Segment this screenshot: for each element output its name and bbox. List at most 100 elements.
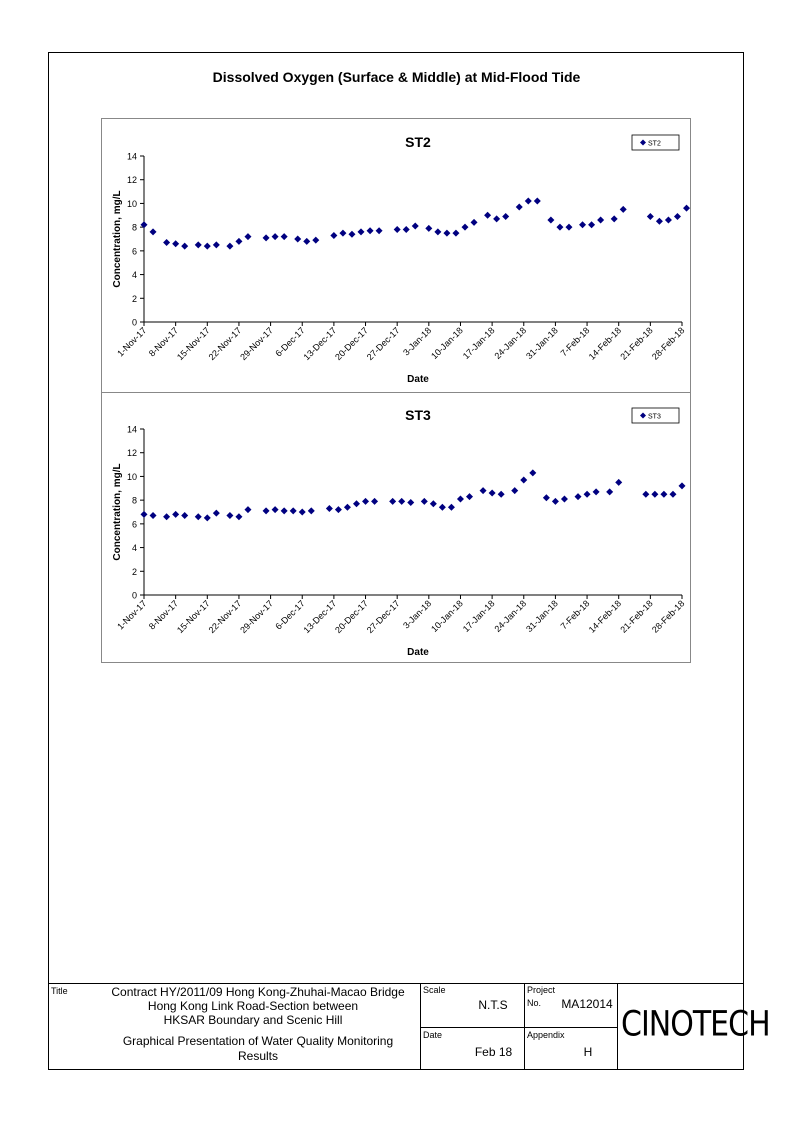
y-tick-label: 6: [132, 246, 137, 256]
data-point: [226, 512, 234, 520]
data-point: [466, 493, 474, 501]
data-point: [244, 233, 252, 241]
data-point: [140, 510, 148, 518]
x-tick-label: 21-Feb-18: [618, 598, 654, 634]
data-point: [642, 490, 650, 498]
data-point: [181, 242, 189, 250]
x-tick-label: 17-Jan-18: [461, 325, 497, 361]
x-axis-label: Date: [407, 647, 429, 658]
contract-title-line: HKSAR Boundary and Scenic Hill: [163, 1013, 343, 1027]
x-tick-label: 14-Feb-18: [587, 598, 623, 634]
data-point: [488, 489, 496, 497]
x-tick-label: 28-Feb-18: [650, 598, 686, 634]
y-tick-label: 0: [132, 591, 137, 601]
data-point: [502, 212, 510, 220]
data-point: [303, 237, 311, 245]
data-point: [339, 229, 347, 237]
chart-title: ST3: [405, 407, 431, 423]
data-point: [461, 223, 469, 231]
scale-label: Scale: [423, 985, 446, 995]
data-point: [524, 197, 532, 205]
x-tick-label: 13-Dec-17: [302, 598, 339, 635]
data-point: [294, 235, 302, 243]
title-block-frame: [48, 983, 744, 1070]
y-tick-label: 14: [127, 425, 137, 435]
date-value: Feb 18: [474, 1045, 513, 1059]
x-tick-label: 7-Feb-18: [559, 598, 592, 631]
data-point: [438, 503, 446, 511]
data-point: [280, 233, 288, 241]
y-tick-label: 8: [132, 496, 137, 506]
x-tick-label: 15-Nov-17: [175, 325, 212, 362]
data-point: [434, 228, 442, 236]
data-point: [348, 230, 356, 238]
data-point: [610, 215, 618, 223]
data-point: [497, 490, 505, 498]
x-tick-label: 3-Jan-18: [401, 598, 433, 630]
data-point: [149, 228, 157, 236]
title-label: Title: [51, 986, 68, 996]
y-axis-label: Concentration, mg/L: [112, 463, 123, 560]
legend-marker: [640, 139, 646, 146]
data-point: [664, 216, 672, 224]
y-tick-label: 14: [127, 152, 137, 162]
data-point: [588, 221, 596, 229]
data-point: [262, 234, 270, 242]
data-point: [420, 497, 428, 505]
drawing-title-line: Graphical Presentation of Water Quality …: [122, 1034, 394, 1048]
x-tick-label: 24-Jan-18: [492, 325, 528, 361]
data-point: [574, 493, 582, 501]
chart-title: ST2: [405, 134, 431, 150]
data-point: [398, 497, 406, 505]
data-point: [203, 242, 211, 250]
data-point: [683, 204, 691, 212]
data-point: [226, 242, 234, 250]
x-tick-label: 3-Jan-18: [401, 325, 433, 357]
x-tick-label: 28-Feb-18: [650, 325, 686, 361]
data-point: [592, 488, 600, 496]
x-tick-label: 14-Feb-18: [587, 325, 623, 361]
data-point: [515, 203, 523, 211]
scale-value: N.T.S: [478, 998, 508, 1012]
charts-svg: ST2024681012141-Nov-178-Nov-1715-Nov-172…: [112, 134, 691, 658]
data-point: [375, 227, 383, 235]
data-point: [456, 495, 464, 503]
data-point: [334, 506, 342, 514]
title-block-divider: [617, 983, 618, 1070]
drawing-title-line: Results: [237, 1049, 278, 1063]
data-point: [371, 497, 379, 505]
data-point: [307, 507, 315, 515]
x-tick-label: 21-Feb-18: [618, 325, 654, 361]
y-tick-label: 2: [132, 294, 137, 304]
data-point: [651, 490, 659, 498]
title-block-divider: [420, 1027, 617, 1028]
data-point: [673, 212, 681, 220]
y-axis-label: Concentration, mg/L: [112, 190, 123, 287]
project-no-label: No.: [527, 998, 542, 1008]
data-point: [163, 239, 171, 247]
data-point: [619, 205, 627, 213]
data-point: [660, 490, 668, 498]
data-point: [606, 488, 614, 496]
data-point: [551, 497, 559, 505]
data-point: [560, 495, 568, 503]
data-point: [389, 497, 397, 505]
data-point: [172, 240, 180, 248]
data-point: [669, 490, 677, 498]
data-point: [443, 229, 451, 237]
x-tick-label: 13-Dec-17: [302, 325, 339, 362]
x-tick-label: 31-Jan-18: [524, 598, 560, 634]
data-point: [402, 226, 410, 234]
data-point: [352, 500, 360, 508]
chart-divider: [101, 392, 691, 393]
data-point: [520, 476, 528, 484]
data-point: [149, 512, 157, 520]
title-block-divider: [420, 983, 421, 1070]
y-tick-label: 12: [127, 175, 137, 185]
x-tick-label: 7-Feb-18: [559, 325, 592, 358]
data-point: [203, 514, 211, 522]
data-point: [181, 512, 189, 520]
project-value: MA12014: [561, 997, 613, 1011]
data-point: [235, 237, 243, 245]
data-point: [357, 228, 365, 236]
